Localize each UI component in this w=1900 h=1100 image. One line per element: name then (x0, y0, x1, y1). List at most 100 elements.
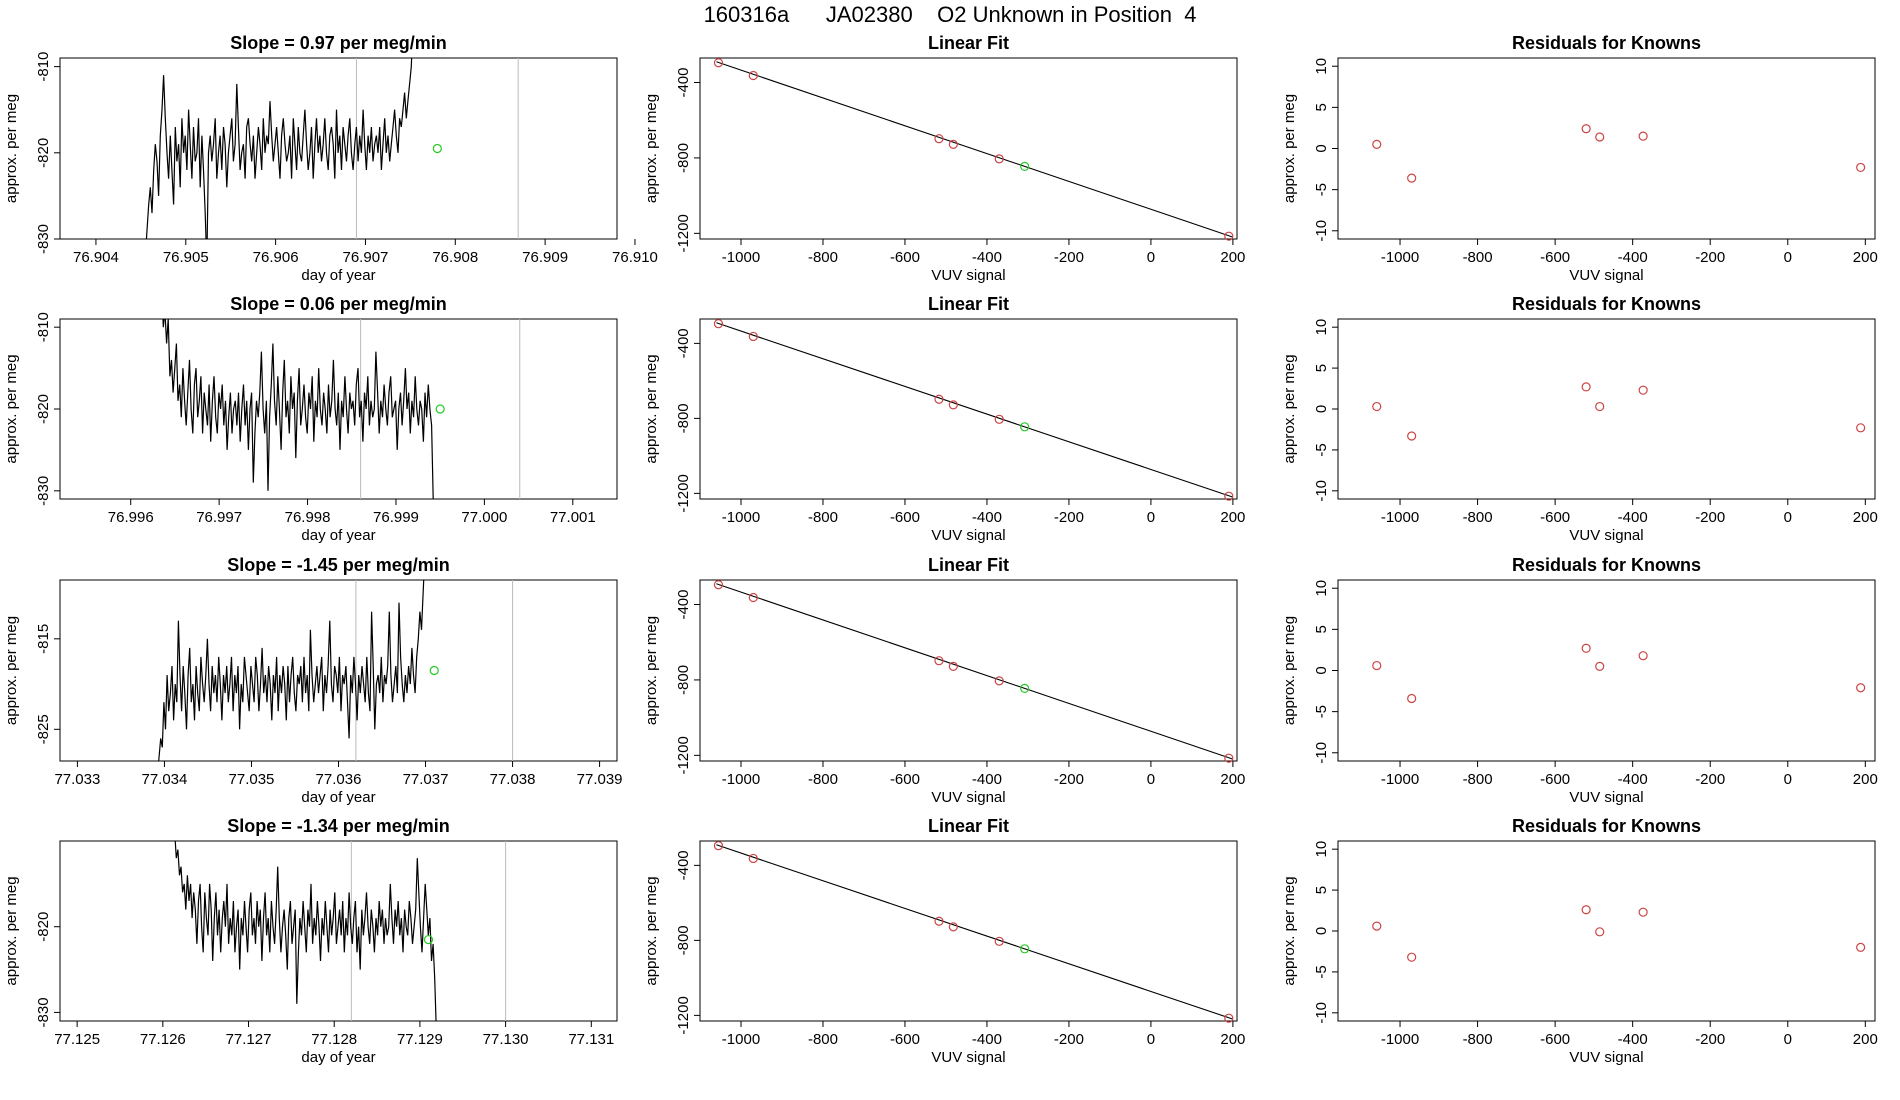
p5-fit-line (716, 322, 1234, 498)
p5-plot-title: Linear Fit (928, 294, 1009, 314)
p9-known-point (1372, 660, 1382, 671)
p10-unknown-point (423, 934, 434, 945)
p1-y-axis-label: approx. per meg (3, 94, 20, 203)
p6-y-tick-label: 5 (1313, 364, 1330, 372)
p12-x-tick-label: -1000 (1381, 1031, 1419, 1048)
p8-known-point (934, 656, 944, 666)
p9-x-tick-label: -200 (1695, 771, 1725, 788)
p11-x-tick-label: -400 (972, 1031, 1002, 1048)
p2-y-tick-label: -800 (675, 143, 692, 173)
p10-x-tick-label: 77.130 (483, 1031, 529, 1048)
p11-x-tick-label: -200 (1054, 1031, 1084, 1048)
p2-x-tick-label: -200 (1054, 249, 1084, 266)
p9-x-tick-label: 0 (1784, 771, 1792, 788)
p6-x-tick-label: -600 (1540, 509, 1570, 526)
p4-x-axis-label: day of year (301, 527, 375, 544)
p9-x-axis-label: VUV signal (1569, 789, 1643, 806)
p7-y-tick-label: -815 (35, 624, 52, 654)
p7-x-tick-label: 77.035 (229, 771, 275, 788)
p11-known-point (1224, 1013, 1234, 1023)
p8-unknown-point (1020, 683, 1030, 694)
p12-y-tick-label: 10 (1313, 841, 1330, 858)
p5-x-tick-label: -1000 (722, 509, 760, 526)
p8-x-tick-label: -1000 (722, 771, 760, 788)
p4-x-tick-label: 76.996 (108, 509, 154, 526)
p2-x-tick-label: 0 (1147, 249, 1155, 266)
p6-plot-frame (1337, 318, 1876, 500)
p11-y-tick-label: -800 (675, 925, 692, 955)
p3-x-tick-label: -1000 (1381, 249, 1419, 266)
p7-unknown-point (429, 665, 439, 676)
p5-x-tick-label: 200 (1220, 509, 1245, 526)
p11-y-tick-label: -400 (675, 850, 692, 880)
p9-known-point (1595, 661, 1605, 671)
p3-x-tick-label: -600 (1540, 249, 1570, 266)
p4-x-tick-label: 76.998 (285, 509, 331, 526)
p9-y-axis-label: approx. per meg (1281, 616, 1298, 725)
p3-known-point (1407, 173, 1417, 183)
p9-y-tick-label: -10 (1313, 742, 1330, 764)
p9-y-tick-label: 5 (1313, 625, 1330, 633)
p6-x-tick-label: -200 (1695, 509, 1725, 526)
p2-unknown-point (1020, 161, 1030, 172)
p8-y-tick-label: -1200 (675, 736, 692, 774)
p5-known-point (948, 400, 958, 410)
p4-series-line (162, 319, 434, 499)
p12-known-point (1856, 942, 1866, 952)
p9-y-tick-label: 10 (1313, 580, 1330, 597)
p4-x-tick-label: 77.001 (550, 509, 596, 526)
p12-y-axis-label: approx. per meg (1281, 876, 1298, 985)
p1-x-tick-label: 76.907 (343, 249, 389, 266)
p11-x-tick-label: 0 (1147, 1031, 1155, 1048)
p3-y-tick-label: 0 (1313, 144, 1330, 152)
p10-plot-frame (59, 840, 618, 1022)
p7-series-line (158, 580, 425, 761)
p8-known-point (713, 580, 724, 590)
p3-known-point (1372, 139, 1382, 149)
p2-x-tick-label: -800 (808, 249, 838, 266)
p9-x-tick-label: -1000 (1381, 771, 1419, 788)
p3-plot-frame (1337, 57, 1876, 240)
p11-known-point (934, 916, 944, 926)
p7-x-axis-label: day of year (301, 789, 375, 806)
p11-known-point (994, 936, 1004, 946)
p8-x-tick-label: -200 (1054, 771, 1084, 788)
p8-y-axis-label: approx. per meg (643, 616, 660, 725)
p6-x-tick-label: 200 (1853, 509, 1878, 526)
p7-x-tick-label: 77.039 (577, 771, 623, 788)
p9-plot-title: Residuals for Knowns (1512, 555, 1701, 575)
p8-x-tick-label: 0 (1147, 771, 1155, 788)
p5-unknown-point (1020, 422, 1030, 432)
p10-x-tick-label: 77.127 (226, 1031, 272, 1048)
p5-plot-frame (699, 318, 1238, 500)
p9-y-tick-label: 0 (1313, 666, 1330, 674)
p8-x-tick-label: 200 (1220, 771, 1245, 788)
p1-x-tick-label: 76.906 (253, 249, 299, 266)
p5-x-tick-label: -600 (890, 509, 920, 526)
p1-x-tick-label: 76.905 (163, 249, 209, 266)
p5-y-tick-label: -800 (675, 403, 692, 433)
p11-x-tick-label: -600 (890, 1031, 920, 1048)
p11-plot-title: Linear Fit (928, 816, 1009, 836)
p11-fit-line (716, 844, 1234, 1020)
figure-title: 160316a JA02380 O2 Unknown in Position 4 (703, 2, 1197, 27)
p12-y-tick-label: 0 (1313, 927, 1330, 935)
p7-y-axis-label: approx. per meg (3, 616, 20, 725)
p6-x-tick-label: 0 (1784, 509, 1792, 526)
p8-x-tick-label: -400 (972, 771, 1002, 788)
p2-x-tick-label: 200 (1220, 249, 1245, 266)
p4-y-axis-label: approx. per meg (3, 354, 20, 463)
p12-x-tick-label: -400 (1618, 1031, 1648, 1048)
p2-plot-title: Linear Fit (928, 33, 1009, 53)
p4-plot-title: Slope = 0.06 per meg/min (230, 294, 447, 314)
p9-known-point (1638, 651, 1648, 661)
p7-x-tick-label: 77.038 (490, 771, 536, 788)
p7-plot-title: Slope = -1.45 per meg/min (227, 555, 450, 575)
p3-known-point (1638, 131, 1648, 141)
p4-y-tick-label: -820 (35, 394, 52, 424)
p5-known-point (1224, 491, 1234, 501)
p9-known-point (1856, 683, 1866, 693)
p12-x-axis-label: VUV signal (1569, 1049, 1643, 1066)
p8-y-tick-label: -800 (675, 665, 692, 695)
p12-known-point (1372, 921, 1382, 931)
